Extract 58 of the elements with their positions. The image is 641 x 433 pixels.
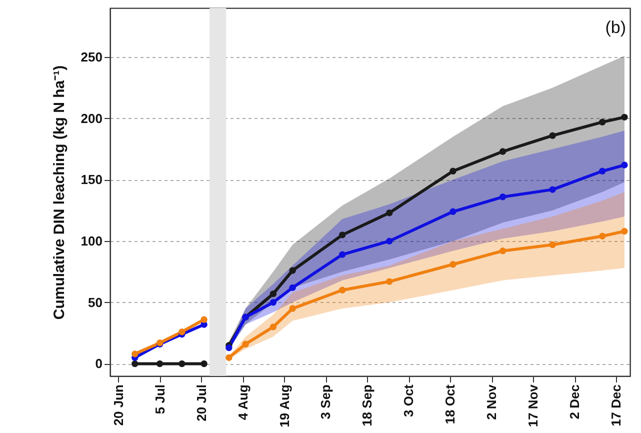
annotation: (b) xyxy=(605,18,626,37)
x-tick-label: 20 Jul xyxy=(194,384,209,422)
point xyxy=(338,286,346,294)
point xyxy=(549,186,556,193)
x-tick-label: 3 Oct xyxy=(401,384,416,418)
point xyxy=(289,305,296,312)
x-tick-label: 19 Aug xyxy=(276,384,292,428)
point xyxy=(156,360,164,368)
x-tick-label: 17 Nov xyxy=(526,384,541,428)
point xyxy=(289,267,296,274)
x-tick-label: 2 Nov xyxy=(484,384,500,420)
point xyxy=(178,328,186,336)
point xyxy=(270,299,277,306)
point xyxy=(200,316,208,323)
y-tick-label: 250 xyxy=(80,50,102,65)
point xyxy=(499,248,506,254)
point xyxy=(450,208,456,215)
x-tick-label: 20 Jun xyxy=(110,384,126,426)
y-axis-title: Cumulative DIN leaching (kg N ha⁻¹) xyxy=(50,65,68,320)
point xyxy=(499,148,506,155)
point xyxy=(621,228,628,235)
point xyxy=(178,360,186,368)
point xyxy=(621,162,628,168)
point xyxy=(289,284,296,292)
point xyxy=(499,194,506,200)
point xyxy=(549,241,556,248)
point xyxy=(621,114,628,121)
x-tick-label: 18 Oct xyxy=(442,384,458,424)
point xyxy=(226,354,232,361)
point xyxy=(386,278,393,285)
point xyxy=(270,290,277,298)
x-tick-label: 17 Dec xyxy=(608,384,624,426)
point xyxy=(338,251,346,258)
point xyxy=(200,360,208,368)
x-tick-label: 4 Aug xyxy=(235,384,250,420)
point xyxy=(598,118,606,126)
point xyxy=(386,210,393,216)
point xyxy=(270,324,277,330)
x-tick-label: 5 Jul xyxy=(152,384,168,414)
y-tick-label: 150 xyxy=(80,172,102,188)
x-tick-label: 3 Sep xyxy=(318,384,334,420)
point xyxy=(549,132,556,139)
point xyxy=(132,350,138,358)
point xyxy=(450,261,456,268)
x-tick-label: 18 Sep xyxy=(360,384,375,426)
point xyxy=(598,168,606,174)
point xyxy=(242,340,249,348)
x-tick-label: 2 Dec xyxy=(567,384,582,420)
y-tick-label: 0 xyxy=(95,356,102,372)
point xyxy=(386,238,393,244)
y-tick-label: 100 xyxy=(80,234,102,249)
point xyxy=(226,344,232,352)
point xyxy=(598,232,606,240)
point xyxy=(338,232,346,238)
point xyxy=(132,360,138,368)
y-tick-label: 200 xyxy=(80,110,102,126)
point xyxy=(450,168,456,174)
y-tick-label: 50 xyxy=(88,294,102,310)
